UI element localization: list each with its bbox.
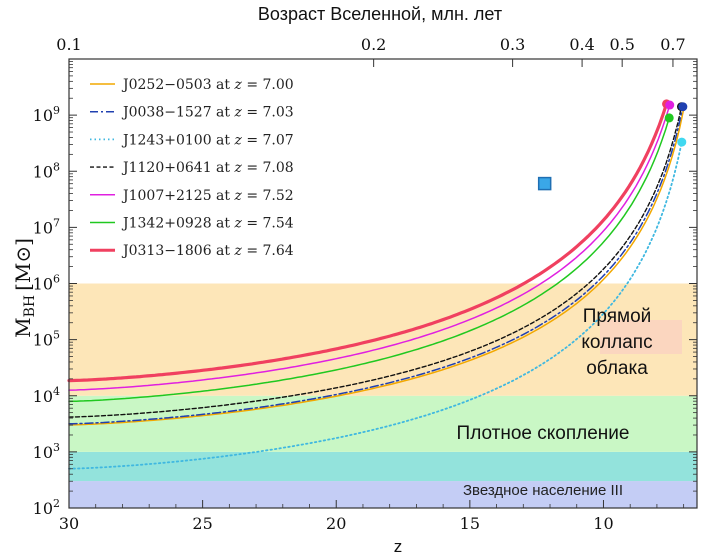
x-axis-label: z <box>394 537 403 556</box>
series-lines <box>67 102 685 470</box>
top-tick-label-1: 0.1 <box>56 35 81 54</box>
end-point-6 <box>677 137 687 147</box>
series-line-2 <box>68 105 684 425</box>
square-marker <box>537 176 552 191</box>
region-label-cluster: Плотное скопление <box>457 423 630 444</box>
x-tick-label-2: 25 <box>192 514 212 533</box>
top-tick-label-3: 0.3 <box>500 35 525 54</box>
y-axis-label-main: M <box>11 317 35 337</box>
x-tick-label-1: 30 <box>59 514 79 533</box>
top-tick-label-5: 0.5 <box>609 35 634 54</box>
region-label-collapse-line-3: облака <box>586 358 648 379</box>
y-tick-label-8: 109 <box>33 104 60 125</box>
legend: J0252−0503 at z = 7.00 J0038−1527 at z = … <box>90 77 294 259</box>
region-label-collapse-line-1: Прямой <box>583 306 652 327</box>
legend-label-4: J1120+0641 at z = 7.08 <box>121 160 294 176</box>
region-pop3 <box>69 481 697 508</box>
y-tick-label-6: 107 <box>33 216 60 237</box>
x-tick-label-5: 10 <box>593 514 613 533</box>
end-point-5 <box>678 102 688 112</box>
legend-label-2: J0038−1527 at z = 7.03 <box>121 105 294 121</box>
region-overlap <box>69 451 697 482</box>
region-label-collapse-line-2: коллапс <box>581 332 652 353</box>
legend-label-3: J1243+0100 at z = 7.07 <box>121 132 294 148</box>
background-regions <box>69 283 697 508</box>
region-collapse <box>69 283 697 396</box>
y-tick-label-7: 108 <box>33 160 60 181</box>
top-tick-label-6: 0.7 <box>660 35 685 54</box>
legend-label-5: J1007+2125 at z = 7.52 <box>121 188 294 204</box>
region-labels: Прямой коллапс облака Плотное скопление Звез… <box>457 306 682 499</box>
y-tick-label-1: 102 <box>33 497 60 518</box>
top-tick-label-2: 0.2 <box>361 35 386 54</box>
y-tick-label-5: 106 <box>33 273 60 294</box>
region-collapse-label-bg <box>600 320 682 354</box>
series-line-5 <box>68 104 671 391</box>
legend-label-1: J0252−0503 at z = 7.00 <box>121 77 294 93</box>
series-line-6 <box>68 117 670 403</box>
region-cluster <box>69 395 697 452</box>
end-point-3 <box>664 113 674 123</box>
series-line-7 <box>67 102 669 383</box>
top-axis-title: Возраст Вселенной, млн. лет <box>258 4 502 24</box>
y-axis-label-sub: BH <box>22 295 38 318</box>
y-axis-label: MBH [M⊙] <box>11 238 38 338</box>
top-tick-label-4: 0.4 <box>569 35 594 54</box>
series-line-3 <box>68 141 683 470</box>
x-tick-label-3: 20 <box>326 514 346 533</box>
data-marker-group <box>537 176 552 191</box>
legend-label-7: J0313−1806 at z = 7.64 <box>121 243 294 259</box>
region-label-pop3: Звездное население III <box>463 482 623 499</box>
y-axis-label-unit: [M⊙] <box>11 238 35 291</box>
series-end-points <box>662 99 688 147</box>
series-line-4 <box>68 106 683 418</box>
series-line-1 <box>68 108 685 426</box>
end-point-2 <box>665 100 675 110</box>
y-tick-label-2: 103 <box>33 441 60 462</box>
legend-label-6: J1342+0928 at z = 7.54 <box>121 216 294 232</box>
axis-ticks: 30 25 20 15 10 102 103 104 105 106 107 108 109 0.1 0.2… <box>33 35 697 533</box>
x-tick-label-4: 15 <box>460 514 480 533</box>
y-tick-label-3: 104 <box>33 385 60 406</box>
y-tick-label-4: 105 <box>33 329 60 350</box>
svg-text:MBH[M⊙]: MBH [M⊙] <box>11 238 38 338</box>
